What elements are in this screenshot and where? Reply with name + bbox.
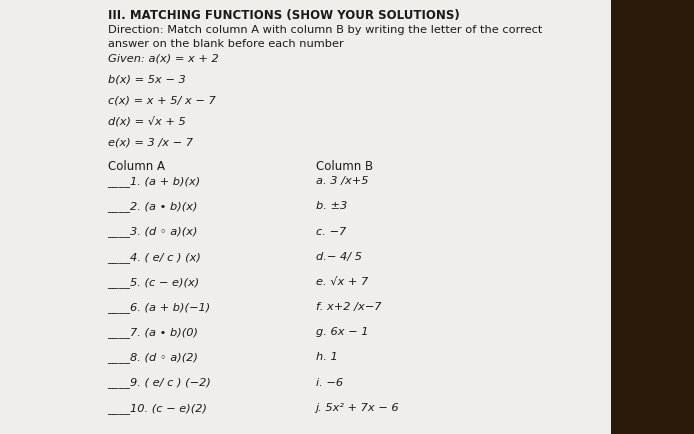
Text: ____4. ( e/ c ) (x): ____4. ( e/ c ) (x) xyxy=(108,252,201,263)
Text: j. 5x² + 7x − 6: j. 5x² + 7x − 6 xyxy=(316,403,399,413)
Text: Column B: Column B xyxy=(316,160,373,173)
Text: Column A: Column A xyxy=(108,160,164,173)
Text: Given: a(x) = x + 2: Given: a(x) = x + 2 xyxy=(108,54,219,64)
Text: Direction: Match column A with column B by writing the letter of the correct: Direction: Match column A with column B … xyxy=(108,25,542,35)
Text: d.− 4/ 5: d.− 4/ 5 xyxy=(316,252,362,262)
Text: ____6. (a + b)(−1): ____6. (a + b)(−1) xyxy=(108,302,211,313)
Text: ____2. (a • b)(x): ____2. (a • b)(x) xyxy=(108,201,198,212)
Text: ____5. (c − e)(x): ____5. (c − e)(x) xyxy=(108,277,200,288)
Text: ____8. (d ◦ a)(2): ____8. (d ◦ a)(2) xyxy=(108,352,198,363)
Text: b. ±3: b. ±3 xyxy=(316,201,347,211)
Text: f. x+2 /x−7: f. x+2 /x−7 xyxy=(316,302,381,312)
Text: ____1. (a + b)(x): ____1. (a + b)(x) xyxy=(108,176,201,187)
Text: h. 1: h. 1 xyxy=(316,352,337,362)
Text: a. 3 /x+5: a. 3 /x+5 xyxy=(316,176,369,186)
Text: g. 6x − 1: g. 6x − 1 xyxy=(316,327,369,337)
Text: ____3. (d ◦ a)(x): ____3. (d ◦ a)(x) xyxy=(108,227,198,237)
Text: ____7. (a • b)(0): ____7. (a • b)(0) xyxy=(108,327,198,338)
Text: e. √x + 7: e. √x + 7 xyxy=(316,277,368,287)
Text: c. −7: c. −7 xyxy=(316,227,346,237)
Text: b(x) = 5x − 3: b(x) = 5x − 3 xyxy=(108,75,185,85)
Text: answer on the blank before each number: answer on the blank before each number xyxy=(108,39,344,49)
Text: ____9. ( e/ c ) (−2): ____9. ( e/ c ) (−2) xyxy=(108,378,212,388)
Text: e(x) = 3 /x − 7: e(x) = 3 /x − 7 xyxy=(108,137,192,147)
Text: d(x) = √x + 5: d(x) = √x + 5 xyxy=(108,116,185,127)
Text: c(x) = x + 5/ x − 7: c(x) = x + 5/ x − 7 xyxy=(108,95,215,105)
Text: i. −6: i. −6 xyxy=(316,378,343,388)
Text: III. MATCHING FUNCTIONS (SHOW YOUR SOLUTIONS): III. MATCHING FUNCTIONS (SHOW YOUR SOLUT… xyxy=(108,9,459,22)
Text: ____10. (c − e)(2): ____10. (c − e)(2) xyxy=(108,403,208,414)
Bar xyxy=(0,0,611,434)
